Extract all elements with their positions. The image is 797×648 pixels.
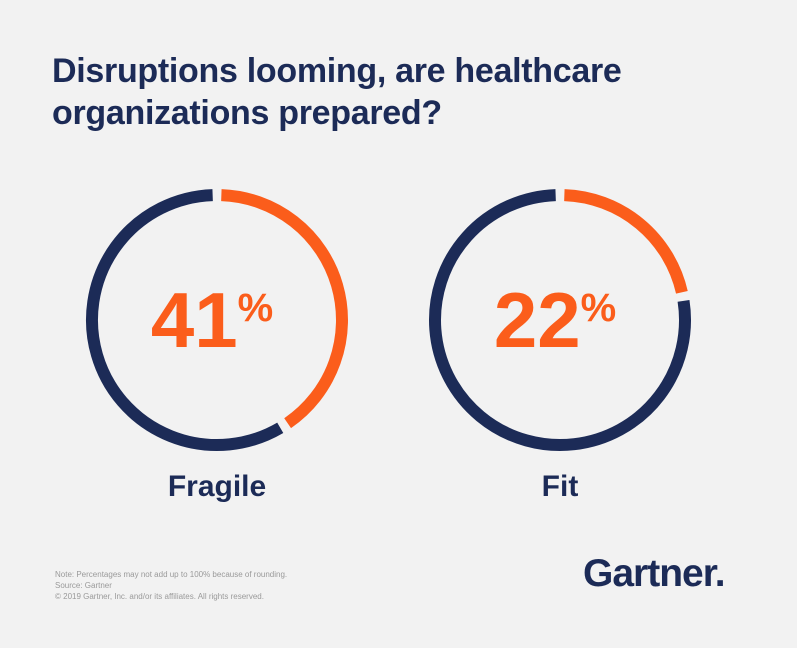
- gartner-logo: Gartner.: [583, 552, 726, 595]
- donut-value-arc-fit: [564, 189, 688, 294]
- donut-remainder-arc-fragile: [86, 189, 284, 451]
- title-line-1: Disruptions looming, are healthcare: [52, 52, 622, 90]
- donut-category-label-fit: Fit: [541, 470, 579, 503]
- donut-svg-fit: 22%: [429, 189, 691, 451]
- footnotes: Note: Percentages may not add up to 100%…: [55, 569, 287, 602]
- donut-value-label-fragile: 41%: [151, 276, 273, 364]
- title-line-2: organizations prepared?: [52, 94, 442, 132]
- donut-value-arc-fragile: [221, 189, 348, 429]
- donut-remainder-arc-fit: [429, 189, 691, 451]
- page-title: Disruptions looming, are healthcare orga…: [52, 50, 752, 134]
- footnote-note: Note: Percentages may not add up to 100%…: [55, 570, 288, 579]
- donut-value-label-fit: 22%: [494, 276, 616, 364]
- footnote-copyright: © 2019 Gartner, Inc. and/or its affiliat…: [55, 592, 264, 601]
- donut-chart-fragile: 41% Fragile: [77, 180, 357, 510]
- donut-category-label-fragile: Fragile: [167, 470, 267, 503]
- footnote-source: Source: Gartner: [55, 581, 112, 590]
- donut-svg-fragile: 41%: [86, 189, 348, 451]
- donut-chart-fit: 22% Fit: [420, 180, 700, 510]
